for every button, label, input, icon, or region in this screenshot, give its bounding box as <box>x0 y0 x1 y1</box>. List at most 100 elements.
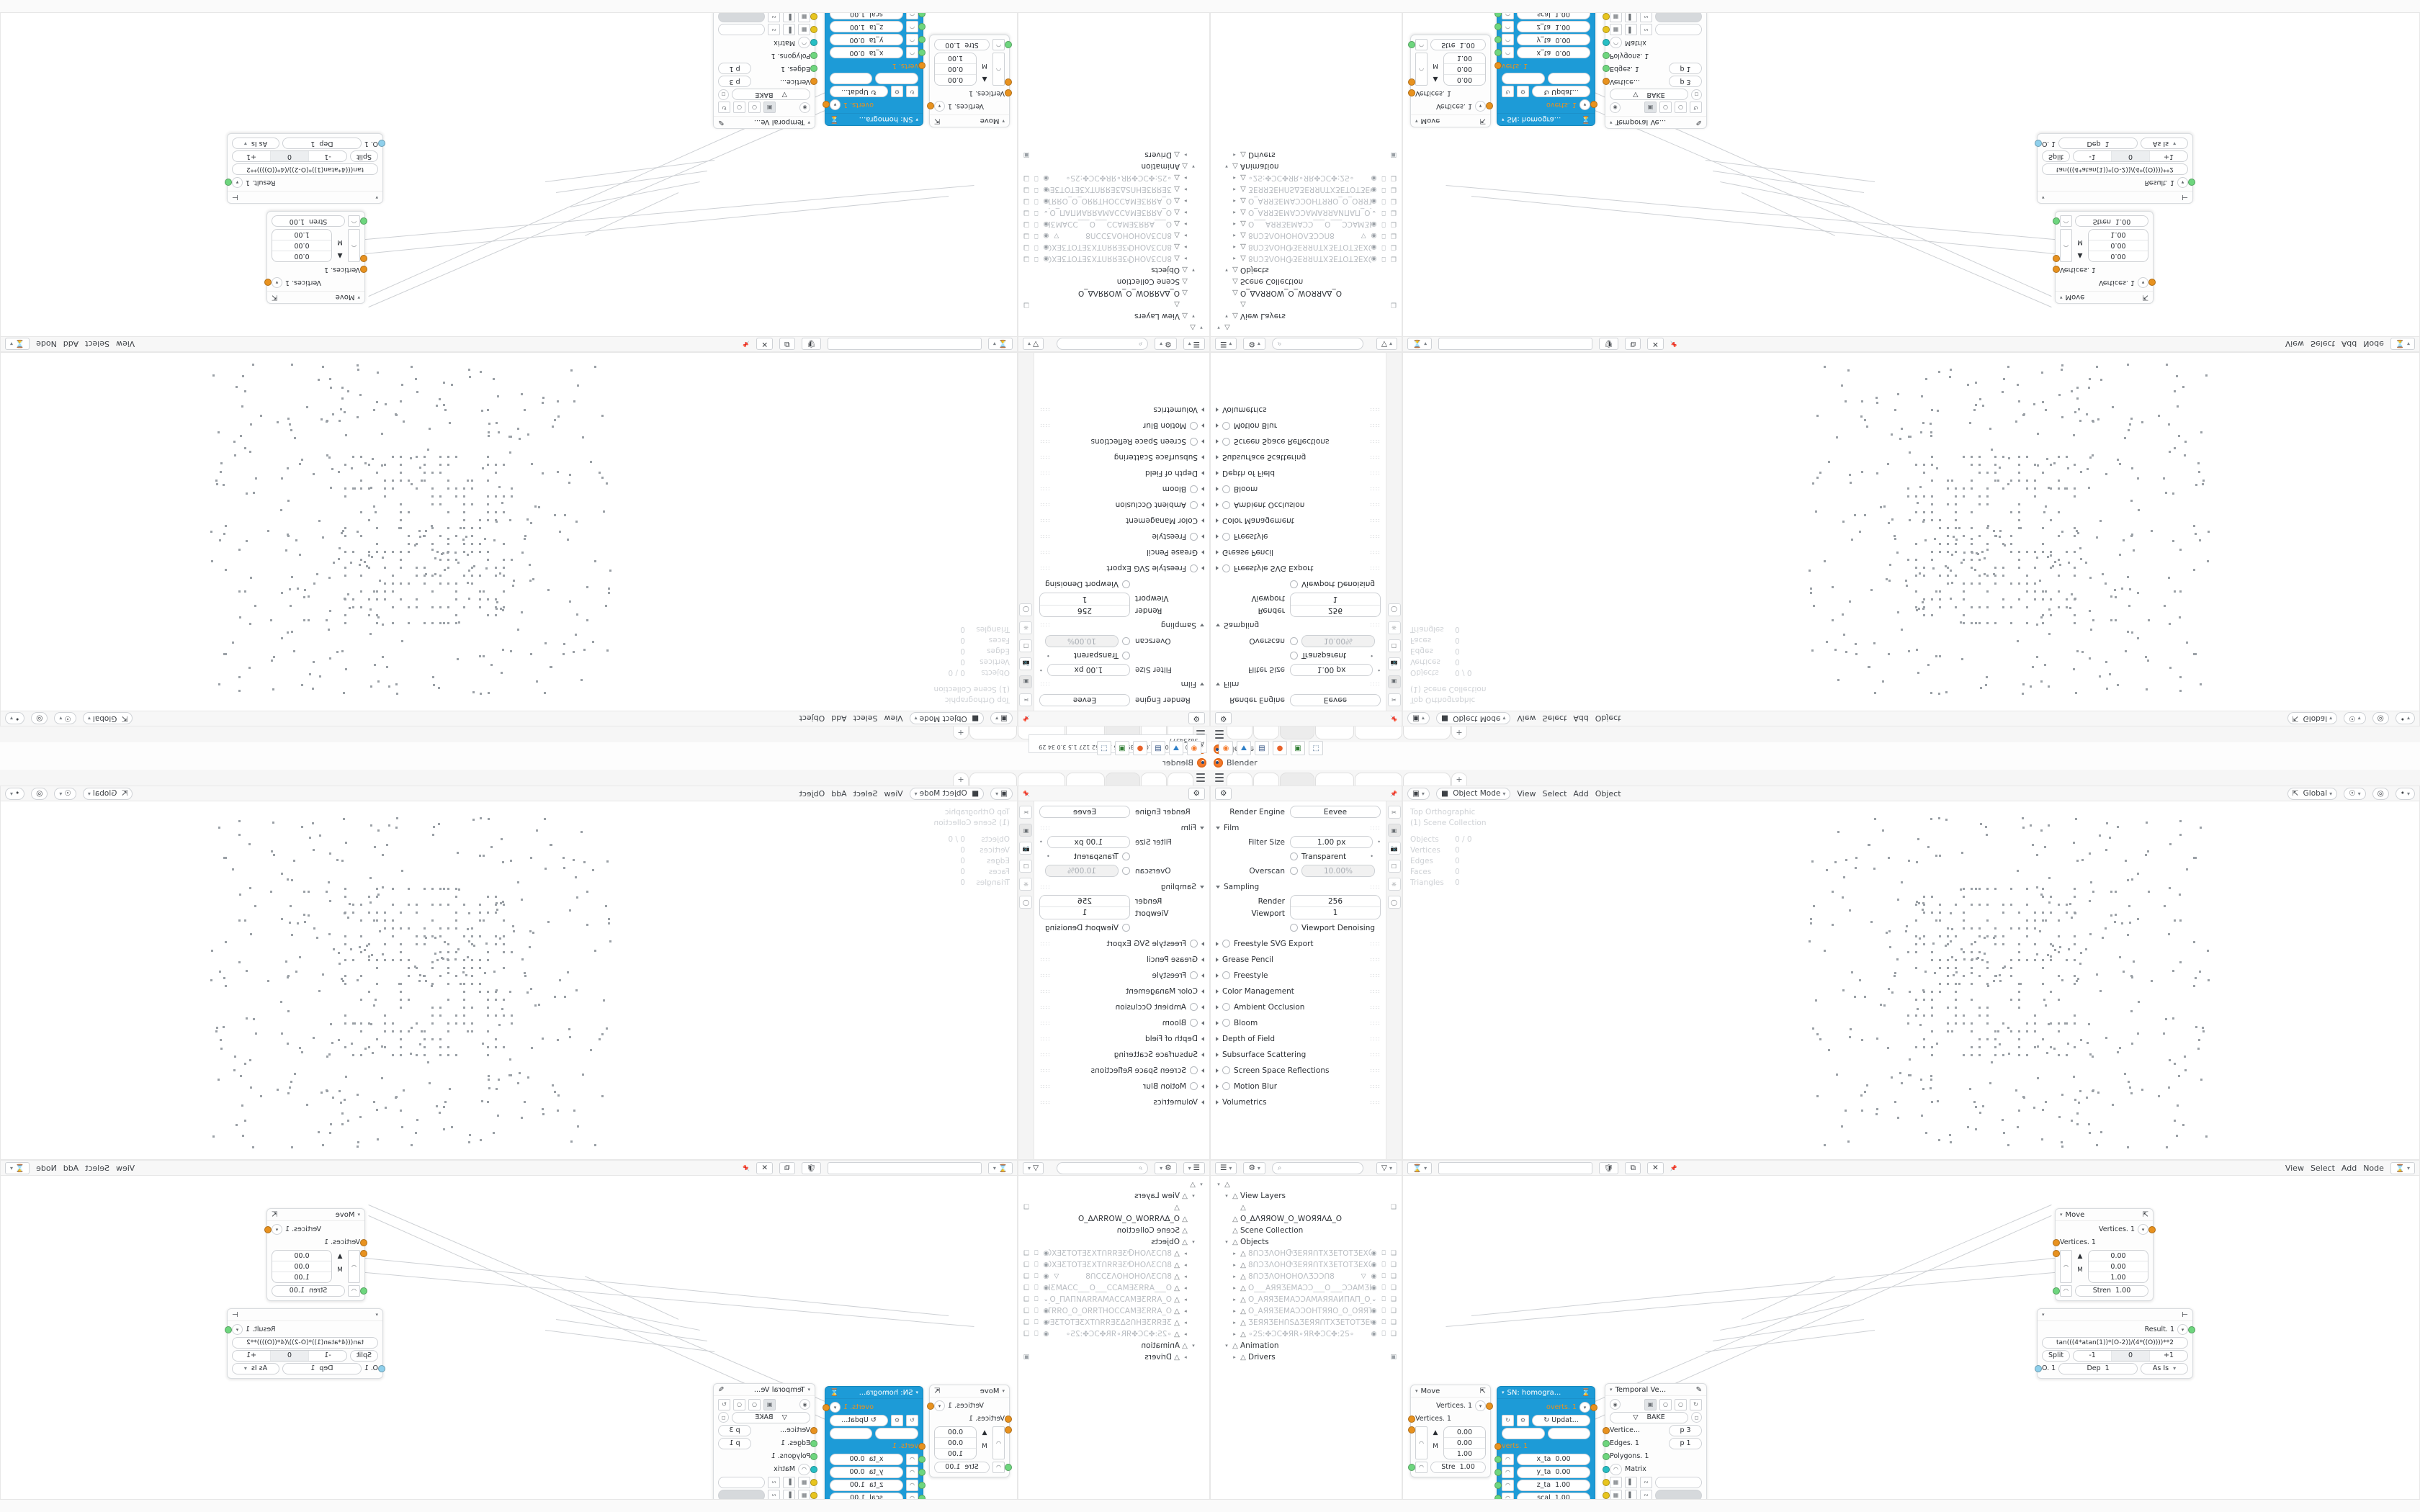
node-socket[interactable] <box>1408 78 1415 86</box>
outliner-row-toggles[interactable]: ⌄ ⎕ ❑ <box>1371 1296 1397 1303</box>
panel-checkbox[interactable] <box>1190 501 1198 509</box>
node-socket[interactable] <box>810 65 817 73</box>
node-canvas[interactable]: ▾ Move ⇱ Vertices. 1 ▾ Vertices. 1 ◠ ▲ M 0.00 0.00… <box>1 0 1017 336</box>
node-socket[interactable] <box>264 279 272 287</box>
node-editor-type-icon-2[interactable]: ⌛ ▾ <box>2390 338 2415 351</box>
pivot-point-icon[interactable]: • ▾ <box>5 712 25 725</box>
screen-icon[interactable]: ⎕ <box>1381 1319 1386 1326</box>
outliner-row-toggles[interactable]: ◉ ⎕ ❑ <box>1023 1261 1049 1269</box>
screen-icon[interactable]: ⎕ <box>1034 243 1039 251</box>
output-icon[interactable]: 📷 <box>1387 842 1401 855</box>
outliner-editor-type-icon[interactable]: ☰ ▾ <box>1183 1161 1205 1174</box>
workspace-tab-1[interactable] <box>1227 773 1252 786</box>
proportional-edit-icon[interactable]: ◎ <box>2372 712 2389 725</box>
node-socket[interactable] <box>927 102 934 110</box>
node-socket[interactable] <box>1494 1468 1502 1476</box>
outliner-tree[interactable]: ▾ △ ▾ △ View Layers △ ❑ △ O_ΔΛЯЯOW_O_WOЯЯΛΔ_O △ Sc… <box>1211 0 1402 336</box>
node-socket[interactable] <box>1005 1426 1012 1434</box>
camera-icon[interactable]: ❑ <box>1023 174 1030 181</box>
camera-icon[interactable]: ❑ <box>1390 209 1397 216</box>
node-socket[interactable] <box>823 1403 830 1411</box>
panel-8[interactable]: Screen Space Reflections:::: <box>1216 436 1381 448</box>
node-tree-close-icon[interactable]: ✕ <box>1646 1161 1664 1174</box>
eye-icon[interactable]: ◉ <box>1043 1261 1049 1269</box>
outliner-row-toggles[interactable]: ◉ ⎕ ❑ <box>1371 197 1397 204</box>
outliner-row-toggles[interactable]: ⌄ ⎕ ❑ <box>1371 209 1397 216</box>
screen-icon[interactable]: ⎕ <box>1034 197 1039 204</box>
output-icon[interactable]: 📷 <box>1019 842 1033 855</box>
filter-size-row[interactable]: Filter Size 1.00 px • <box>1216 836 1381 848</box>
overscan-checkbox[interactable] <box>1290 637 1298 645</box>
outliner-row-toggles[interactable]: ▣ <box>1023 1354 1030 1361</box>
disclosure-triangle-icon[interactable]: ▾ <box>1192 1343 1195 1349</box>
eye-icon[interactable]: ◉ <box>1043 186 1049 193</box>
tool-icon[interactable]: ✂ <box>1387 806 1401 819</box>
panel-6[interactable]: Depth of Field:::: <box>1216 1032 1381 1045</box>
workspace-tab-3[interactable] <box>1280 773 1314 786</box>
disclosure-triangle-icon[interactable]: ▸ <box>1233 256 1236 261</box>
screen-icon[interactable]: ⎕ <box>1381 1284 1386 1292</box>
node-socket[interactable] <box>2053 1287 2060 1295</box>
outliner-row[interactable]: ▸ △ ∘2S:✤ƆC✤ЯR∘ЯR✤ƆC✤:2S∘ ◉ ⎕ ❑ <box>1018 1328 1209 1340</box>
node-socket[interactable] <box>810 1491 817 1499</box>
properties-editor-type-icon[interactable]: ⚙ <box>1188 787 1205 800</box>
disclosure-triangle-icon[interactable]: ▾ <box>1225 1193 1228 1199</box>
outliner-row[interactable]: ▾ △ <box>1211 1179 1402 1190</box>
viewport-menu-object[interactable]: Object <box>1595 788 1621 798</box>
outliner-row[interactable]: △ Scene Collection <box>1211 276 1402 287</box>
output-icon[interactable]: 📷 <box>1019 657 1033 670</box>
node-editor-type-icon-2[interactable]: ⌛ ▾ <box>5 338 30 351</box>
eye-icon[interactable]: ◉ <box>1371 255 1377 262</box>
outliner-row[interactable]: ▸ △ 8ՈƆƷΛOHႧƷЕЯЯՈTXƷETOTƷEXႧ ◉ ⎕ ❑ <box>1211 1259 1402 1271</box>
transparent-checkbox[interactable] <box>1122 852 1130 860</box>
sampling-number-stack[interactable]: 256 1 <box>1039 895 1130 919</box>
render-engine-select[interactable]: Eevee <box>1039 694 1130 706</box>
node-socket[interactable] <box>360 1250 367 1257</box>
viewport-menu-object[interactable]: Object <box>1595 714 1621 724</box>
disclosure-triangle-icon[interactable]: ▸ <box>1233 1297 1236 1302</box>
node-socket[interactable] <box>1603 1491 1610 1499</box>
snap-magnet-icon[interactable]: ☉ ▾ <box>2344 787 2366 800</box>
node-socket[interactable] <box>2148 1225 2156 1233</box>
viewport-menu-add[interactable]: Add <box>831 714 847 724</box>
outliner-row-toggles[interactable]: ❑ <box>1391 301 1397 308</box>
panel-checkbox[interactable] <box>1222 564 1230 572</box>
screen-icon[interactable]: ⎕ <box>1381 1273 1386 1280</box>
node-editor-type-icon-2[interactable]: ⌛ ▾ <box>5 1161 30 1174</box>
sampling-render-value[interactable]: 256 <box>1077 606 1093 616</box>
chevron-icon[interactable]: ⌄ <box>1043 1296 1049 1303</box>
panel-2[interactable]: Freestyle:::: <box>1039 969 1204 981</box>
render-engine-row[interactable]: Render Engine Eevee <box>1039 806 1204 818</box>
overscan-value[interactable]: 10.00% <box>1045 635 1119 647</box>
node-socket[interactable] <box>1603 78 1610 86</box>
node-socket[interactable] <box>1005 78 1012 86</box>
tool-icon[interactable]: ✂ <box>1019 806 1033 819</box>
tool-icon[interactable]: ✂ <box>1387 693 1401 706</box>
node-socket[interactable] <box>1590 1403 1597 1411</box>
node-tree-name-field[interactable] <box>827 338 982 351</box>
panel-checkbox[interactable] <box>1190 971 1198 979</box>
outliner-row[interactable]: ▾ △ Animation <box>1018 1340 1209 1351</box>
overscan-checkbox[interactable] <box>1122 637 1130 645</box>
outliner-row[interactable]: ▾ △ Objects <box>1211 1236 1402 1248</box>
outliner-filter-icon[interactable]: ▽ ▾ <box>1376 338 1397 351</box>
viewport-menu-view[interactable]: View <box>1517 714 1536 724</box>
panel-5[interactable]: Bloom:::: <box>1216 483 1381 495</box>
camera-icon[interactable]: ❑ <box>1390 197 1397 204</box>
outliner-row[interactable]: ▸ △ 8ՈƆƷΛOHႧƷЕЯЯՈTXƷETOTƷEXႧ ◉ ⎕ ❑ <box>1018 253 1209 264</box>
world-icon[interactable]: ◯ <box>1019 896 1033 909</box>
node-menu-add[interactable]: Add <box>63 1163 79 1173</box>
sampling-render-value[interactable]: 256 <box>1077 896 1093 906</box>
node-socket[interactable] <box>1494 1442 1502 1450</box>
pin-icon[interactable]: 📌 <box>1670 1164 1677 1171</box>
screen-icon[interactable]: ⎕ <box>1034 174 1039 181</box>
panel-4[interactable]: Ambient Occlusion:::: <box>1216 1001 1381 1013</box>
workspace-tab-2[interactable] <box>1253 773 1279 786</box>
node-socket[interactable] <box>1494 23 1502 31</box>
world-icon[interactable]: ◯ <box>1019 603 1033 616</box>
outliner-row-toggles[interactable]: ▣ <box>1390 1354 1397 1361</box>
screen-icon[interactable]: ⎕ <box>1034 1308 1039 1315</box>
camera-icon[interactable]: ❑ <box>1023 197 1030 204</box>
node-header[interactable]: ▾ ⊢ <box>228 1309 382 1321</box>
screen-icon[interactable]: ⎕ <box>1381 209 1386 216</box>
